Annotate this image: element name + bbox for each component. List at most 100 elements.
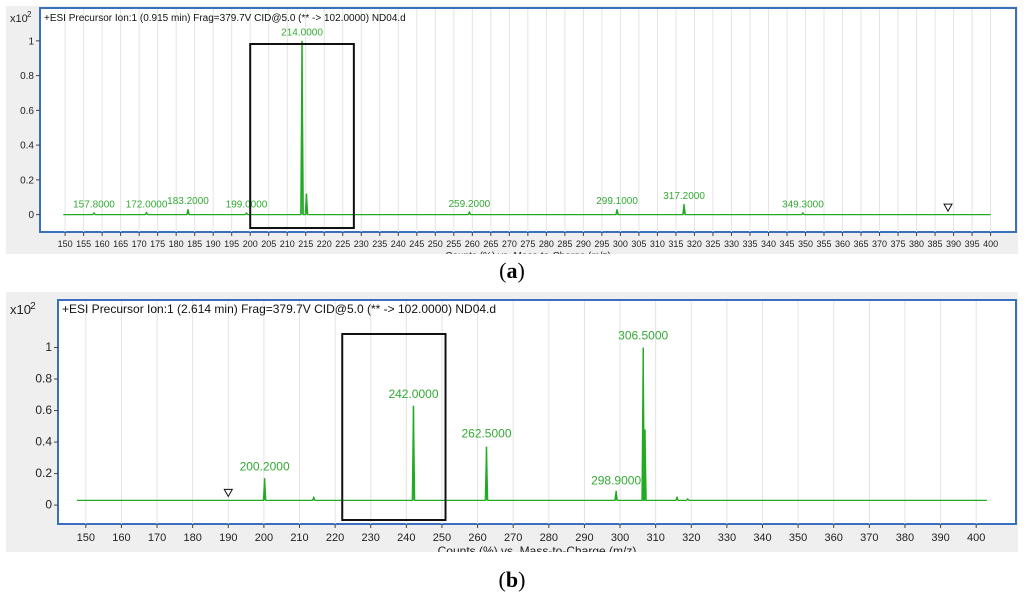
x-tick-label: 350 [789,532,807,544]
y-tick-label: 0.2 [20,175,34,186]
x-tick-label: 155 [76,239,91,249]
x-tick-label: 235 [372,239,387,249]
x-tick-label: 315 [668,239,683,249]
y-tick-label: 0.8 [35,372,52,386]
x-tick-label: 380 [909,239,924,249]
highlight-box [341,333,447,521]
peak-label: 200.2000 [240,459,290,473]
x-tick-label: 360 [825,532,843,544]
plot-frame [57,299,1017,525]
peak-label: 298.9000 [591,474,641,488]
x-tick-label: 185 [187,239,202,249]
x-tick-label: 165 [113,239,128,249]
x-tick-label: 215 [298,239,313,249]
peak-label: 183.2000 [167,196,209,207]
x-tick-label: 250 [433,532,451,544]
x-tick-label: 340 [753,532,771,544]
highlight-box [249,43,355,229]
y-tick-label: 0.4 [20,141,34,152]
scale-label: x10 [10,302,31,317]
spectrum-chart-a: 0 0.2 0.4 0.6 0.8 1 150 155 160 165 170 175 180 185 19… [10,7,1017,254]
x-tick-label: 260 [465,239,480,249]
x-tick-label: 395 [965,239,980,249]
y-tick-label: 0.4 [35,435,52,449]
x-tick-label: 355 [816,239,831,249]
x-tick-label: 360 [835,239,850,249]
peak-label: 299.1000 [596,196,638,207]
peak-label: 242.0000 [388,387,438,401]
x-tick-label: 205 [261,239,276,249]
spectrum-header: +ESI Precursor Ion:1 (0.915 min) Frag=37… [44,13,406,24]
x-tick-label: 325 [705,239,720,249]
x-tick-label: 310 [650,239,665,249]
x-axis-label: Counts (%) vs. Mass-to-Charge (m/z) [445,251,611,254]
x-tick-label: 255 [446,239,461,249]
x-tick-label: 260 [468,532,486,544]
x-tick-label: 250 [428,239,443,249]
x-tick-label: 170 [148,532,166,544]
y-tick-label: 1 [28,36,34,47]
spectrum-header: +ESI Precursor Ion:1 (2.614 min) Frag=37… [62,302,496,316]
x-tick-label: 150 [77,532,95,544]
caption-b-letter: b [505,567,519,592]
scale-exponent: 2 [30,301,36,312]
x-tick-label: 240 [391,239,406,249]
x-tick-label: 210 [280,239,295,249]
x-tick-label: 400 [967,532,985,544]
x-tick-label: 320 [682,532,700,544]
x-tick-label: 180 [183,532,201,544]
x-tick-label: 390 [946,239,961,249]
x-tick-label: 265 [483,239,498,249]
x-tick-label: 220 [317,239,332,249]
x-tick-label: 190 [206,239,221,249]
x-tick-label: 270 [504,532,522,544]
peak-label: 259.2000 [449,199,491,210]
x-tick-label: 400 [983,239,998,249]
x-tick-label: 380 [896,532,914,544]
caption-a-letter: a [506,258,518,283]
spectrum-panel-a: 0 0.2 0.4 0.6 0.8 1 150 155 160 165 170 175 180 185 19… [6,6,1018,254]
x-tick-label: 275 [520,239,535,249]
x-tick-label: 345 [779,239,794,249]
x-tick-label: 305 [631,239,646,249]
x-tick-label: 390 [931,532,949,544]
x-tick-label: 290 [575,532,593,544]
caption-b: (b) [498,567,526,592]
x-tick-label: 300 [613,239,628,249]
x-tick-label: 280 [539,239,554,249]
caption-a: (a) [499,258,525,283]
x-tick-label: 330 [724,239,739,249]
spectrum-panel-b: 0 0.2 0.4 0.6 0.8 1 150 160 170 180 190 200 210 220 23… [6,292,1018,552]
x-tick-label: 170 [132,239,147,249]
x-tick-label: 150 [58,239,73,249]
scale-label: x10 [10,13,28,25]
x-tick-label: 295 [594,239,609,249]
x-tick-label: 270 [502,239,517,249]
x-tick-label: 280 [540,532,558,544]
triangle-marker-icon [223,488,234,498]
x-tick-label: 200 [255,532,273,544]
x-tick-label: 195 [224,239,239,249]
x-tick-label: 230 [354,239,369,249]
peak-label: 306.5000 [618,329,668,343]
x-tick-label: 210 [290,532,308,544]
x-tick-label: 230 [362,532,380,544]
x-tick-label: 350 [798,239,813,249]
x-tick-label: 160 [95,239,110,249]
peak-label: 199.0000 [226,200,268,211]
x-tick-label: 335 [742,239,757,249]
x-tick-label: 245 [409,239,424,249]
x-tick-label: 300 [611,532,629,544]
peak-label: 262.5000 [461,426,511,440]
x-tick-label: 290 [576,239,591,249]
x-tick-label: 320 [687,239,702,249]
x-tick-label: 240 [397,532,415,544]
peak-label: 157.8000 [73,200,115,211]
x-tick-label: 175 [150,239,165,249]
x-tick-label: 370 [860,532,878,544]
x-tick-label: 365 [854,239,869,249]
triangle-marker-icon [943,203,953,213]
x-tick-label: 200 [243,239,258,249]
x-tick-label: 340 [761,239,776,249]
